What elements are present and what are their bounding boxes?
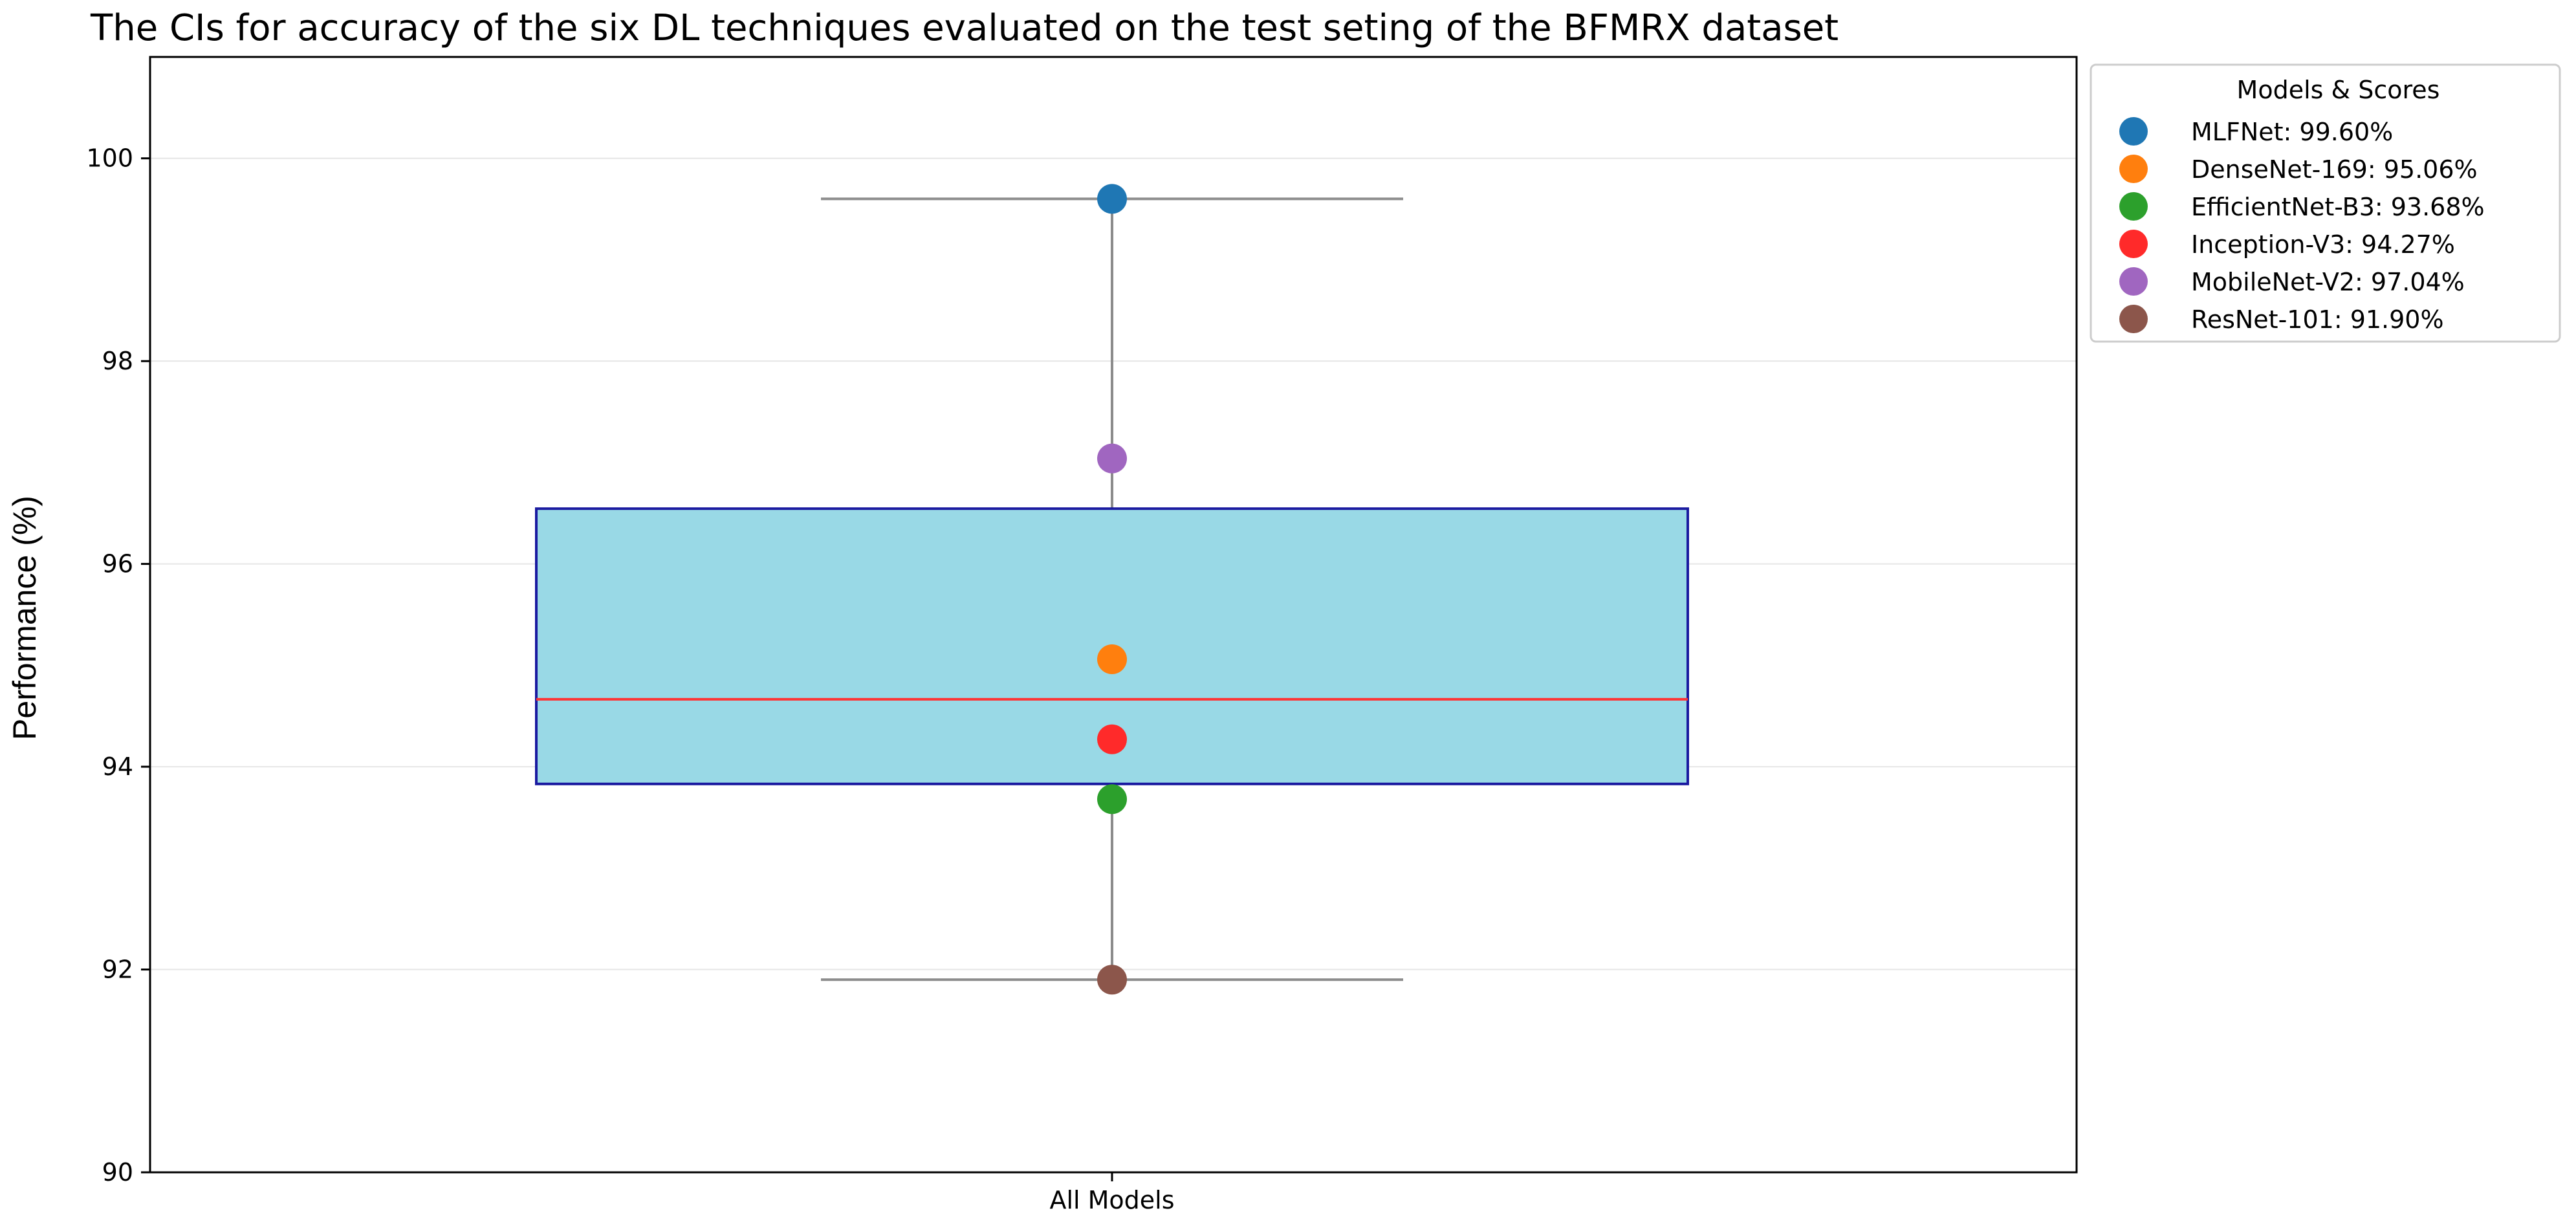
legend-marker-inception-v3	[2119, 230, 2148, 258]
legend-entry-mobilenet-v2: MobileNet-V2: 97.04%	[2191, 268, 2465, 296]
legend-entry-densenet-169: DenseNet-169: 95.06%	[2191, 155, 2478, 184]
y-tick-label: 92	[102, 956, 133, 984]
point-inception-v3	[1097, 724, 1127, 754]
legend-entry-mlfnet: MLFNet: 99.60%	[2191, 118, 2393, 146]
legend-marker-efficientnet-b3	[2119, 192, 2148, 221]
point-efficientnet-b3	[1097, 784, 1127, 815]
point-mobilenet-v2	[1097, 443, 1127, 474]
y-tick-label: 90	[102, 1158, 133, 1187]
y-axis: 90 92 94 96 98 100	[86, 144, 150, 1187]
model-points	[1097, 184, 1127, 995]
y-tick-label: 94	[102, 752, 133, 781]
x-axis: All Models	[1049, 1172, 1175, 1214]
point-mlfnet	[1097, 184, 1127, 214]
legend-entry-efficientnet-b3: EfficientNet-B3: 93.68%	[2191, 193, 2485, 221]
legend-marker-mlfnet	[2119, 117, 2148, 146]
legend-marker-densenet-169	[2119, 155, 2148, 183]
legend-title: Models & Scores	[2237, 76, 2440, 104]
y-tick-label: 100	[86, 144, 133, 173]
point-densenet-169	[1097, 644, 1127, 674]
point-resnet-101	[1097, 965, 1127, 995]
x-tick-label: All Models	[1049, 1186, 1174, 1214]
legend-frame	[2090, 63, 2561, 343]
legend-entry-resnet-101: ResNet-101: 91.90%	[2191, 305, 2444, 334]
legend: Models & Scores MLFNet: 99.60% DenseNet-1…	[2090, 63, 2561, 343]
legend-marker-mobilenet-v2	[2119, 267, 2148, 296]
y-axis-label: Performance (%)	[6, 496, 43, 740]
legend-marker-resnet-101	[2119, 305, 2148, 333]
box-plot	[535, 197, 1689, 981]
legend-entry-inception-v3: Inception-V3: 94.27%	[2191, 230, 2455, 259]
chart-title: The CIs for accuracy of the six DL techn…	[90, 7, 1839, 49]
y-tick-label: 96	[102, 550, 133, 578]
y-tick-label: 98	[102, 347, 133, 375]
plot-frame	[149, 56, 2078, 1174]
